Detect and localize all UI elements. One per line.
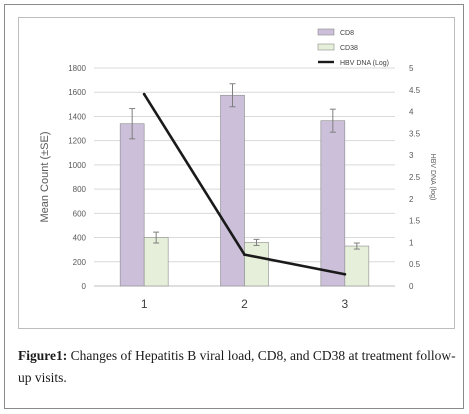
y2-tick-label: 2 bbox=[409, 195, 414, 204]
y2-tick-label: 5 bbox=[409, 64, 414, 73]
x-tick-label: 3 bbox=[341, 297, 348, 311]
bar-cd8 bbox=[220, 94, 245, 287]
y2-tick-label: 1 bbox=[409, 238, 414, 247]
caption-text: Changes of Hepatitis B viral load, CD8, … bbox=[18, 348, 456, 385]
legend-label: CD38 bbox=[340, 45, 358, 52]
y2-tick-label: 1.5 bbox=[409, 217, 421, 226]
y2-tick-label: 3.5 bbox=[409, 129, 421, 138]
y-tick-label: 400 bbox=[73, 234, 87, 243]
figure-caption: Figure1: Changes of Hepatitis B viral lo… bbox=[18, 345, 456, 389]
caption-label: Figure1: bbox=[18, 348, 68, 363]
y-tick-label: 0 bbox=[82, 282, 87, 291]
bar-cd38 bbox=[344, 245, 370, 287]
y2-tick-label: 4 bbox=[409, 108, 414, 117]
legend-label: HBV DNA (Log) bbox=[340, 60, 389, 67]
y2-tick-label: 3 bbox=[409, 151, 414, 160]
y-tick-label: 200 bbox=[73, 258, 87, 267]
y2-axis-title: HBV DNA (log) bbox=[429, 154, 436, 201]
x-tick-label: 2 bbox=[241, 297, 248, 311]
y-tick-label: 800 bbox=[73, 185, 87, 194]
y2-tick-label: 0.5 bbox=[409, 260, 421, 269]
y-tick-label: 1600 bbox=[68, 88, 86, 97]
y-tick-label: 600 bbox=[73, 209, 87, 218]
y-axis-title: Mean Count (±SE) bbox=[39, 131, 51, 222]
y-tick-label: 1200 bbox=[68, 137, 86, 146]
legend-swatch bbox=[317, 43, 335, 51]
x-tick-label: 1 bbox=[141, 297, 148, 311]
y2-tick-label: 4.5 bbox=[409, 86, 421, 95]
y-tick-label: 1400 bbox=[68, 112, 86, 121]
bar-cd38 bbox=[143, 237, 169, 287]
y-tick-label: 1000 bbox=[68, 161, 86, 170]
legend-label: CD8 bbox=[340, 30, 354, 37]
line-point bbox=[243, 253, 246, 257]
line-point bbox=[142, 92, 146, 96]
bar-cd8 bbox=[320, 120, 346, 287]
line-point bbox=[343, 272, 347, 276]
y-tick-label: 1800 bbox=[68, 64, 86, 73]
bar-cd8 bbox=[119, 123, 145, 287]
bar-cd38 bbox=[244, 242, 269, 287]
y2-tick-label: 2.5 bbox=[409, 173, 421, 182]
legend-swatch bbox=[317, 28, 335, 36]
y2-tick-label: 0 bbox=[409, 282, 414, 291]
